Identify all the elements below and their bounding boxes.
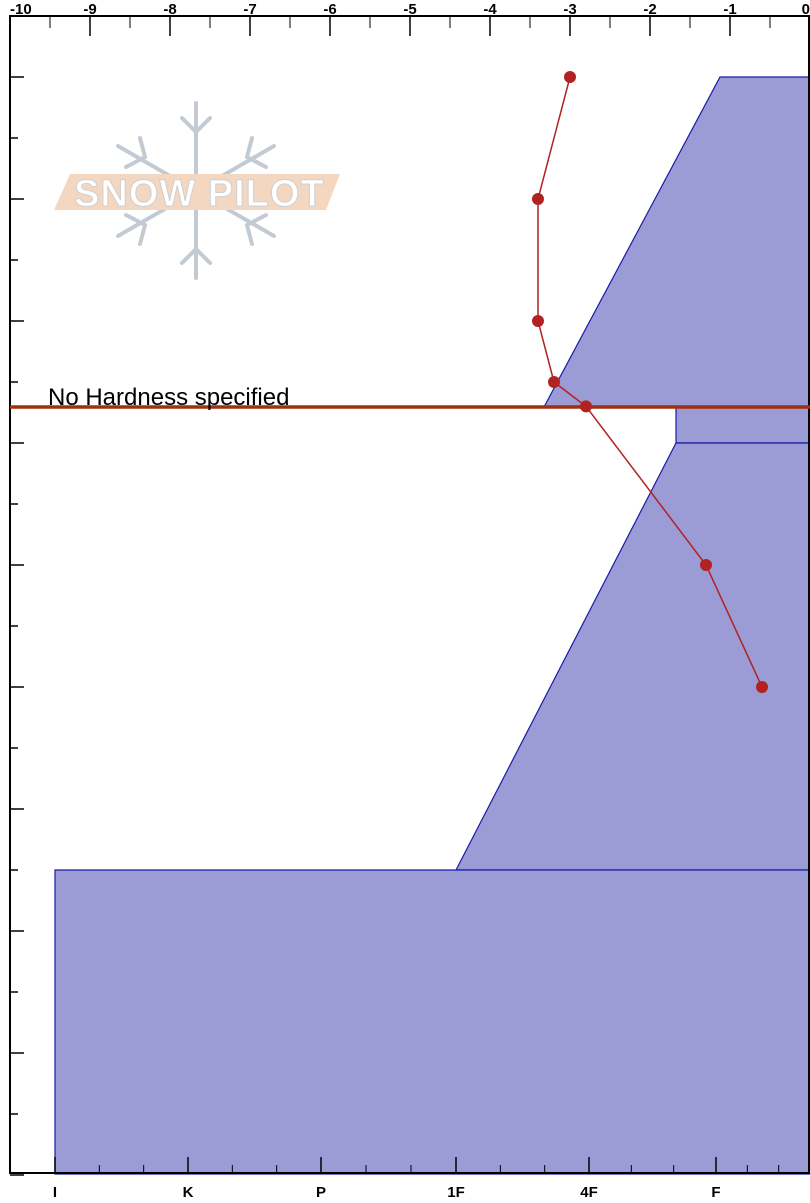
- hardness-layers: [54, 76, 810, 1175]
- snowpilot-logo: SNOW PILOT: [54, 101, 340, 280]
- logo-text: SNOW PILOT: [74, 173, 325, 215]
- layer-thin: [675, 406, 810, 444]
- bottom-tick-label: P: [316, 1184, 326, 1201]
- temperature-profile-series: [532, 71, 768, 693]
- top-tick-label: -3: [563, 1, 576, 18]
- bottom-tick-label: 1F: [447, 1184, 465, 1201]
- temperature-point: [564, 71, 576, 83]
- top-tick-label: -4: [483, 1, 497, 18]
- top-tick-label: -10: [10, 1, 32, 18]
- bottom-tick-label: I: [53, 1184, 57, 1201]
- top-tick-label: -5: [403, 1, 416, 18]
- no-hardness-annotation: No Hardness specified: [48, 384, 289, 411]
- temperature-point: [548, 376, 560, 388]
- layer-upper: [543, 76, 810, 408]
- top-tick-label: -2: [643, 1, 656, 18]
- logo-banner: [54, 174, 340, 210]
- top-axis: -10 -9 -8 -7 -6 -5 -4 -3 -2 -1 0: [9, 1, 810, 36]
- bottom-tick-label: 4F: [580, 1184, 598, 1201]
- temperature-point: [756, 681, 768, 693]
- top-tick-label: -8: [163, 1, 176, 18]
- left-axis: [10, 76, 24, 1176]
- temperature-point: [532, 315, 544, 327]
- temperature-point: [700, 559, 712, 571]
- temperature-point: [580, 400, 592, 413]
- bottom-tick-label: F: [711, 1184, 720, 1201]
- bottom-tick-label: K: [183, 1184, 194, 1201]
- temperature-point: [532, 193, 544, 205]
- layer-bottom: [54, 869, 810, 1175]
- top-tick-label: -6: [323, 1, 336, 18]
- top-tick-label: -9: [83, 1, 96, 18]
- layer-middle: [455, 442, 810, 871]
- top-tick-label: -7: [243, 1, 256, 18]
- top-tick-label: 0: [802, 1, 810, 18]
- top-tick-label: -1: [723, 1, 736, 18]
- bottom-axis: I K P 1F 4F F: [53, 1157, 780, 1201]
